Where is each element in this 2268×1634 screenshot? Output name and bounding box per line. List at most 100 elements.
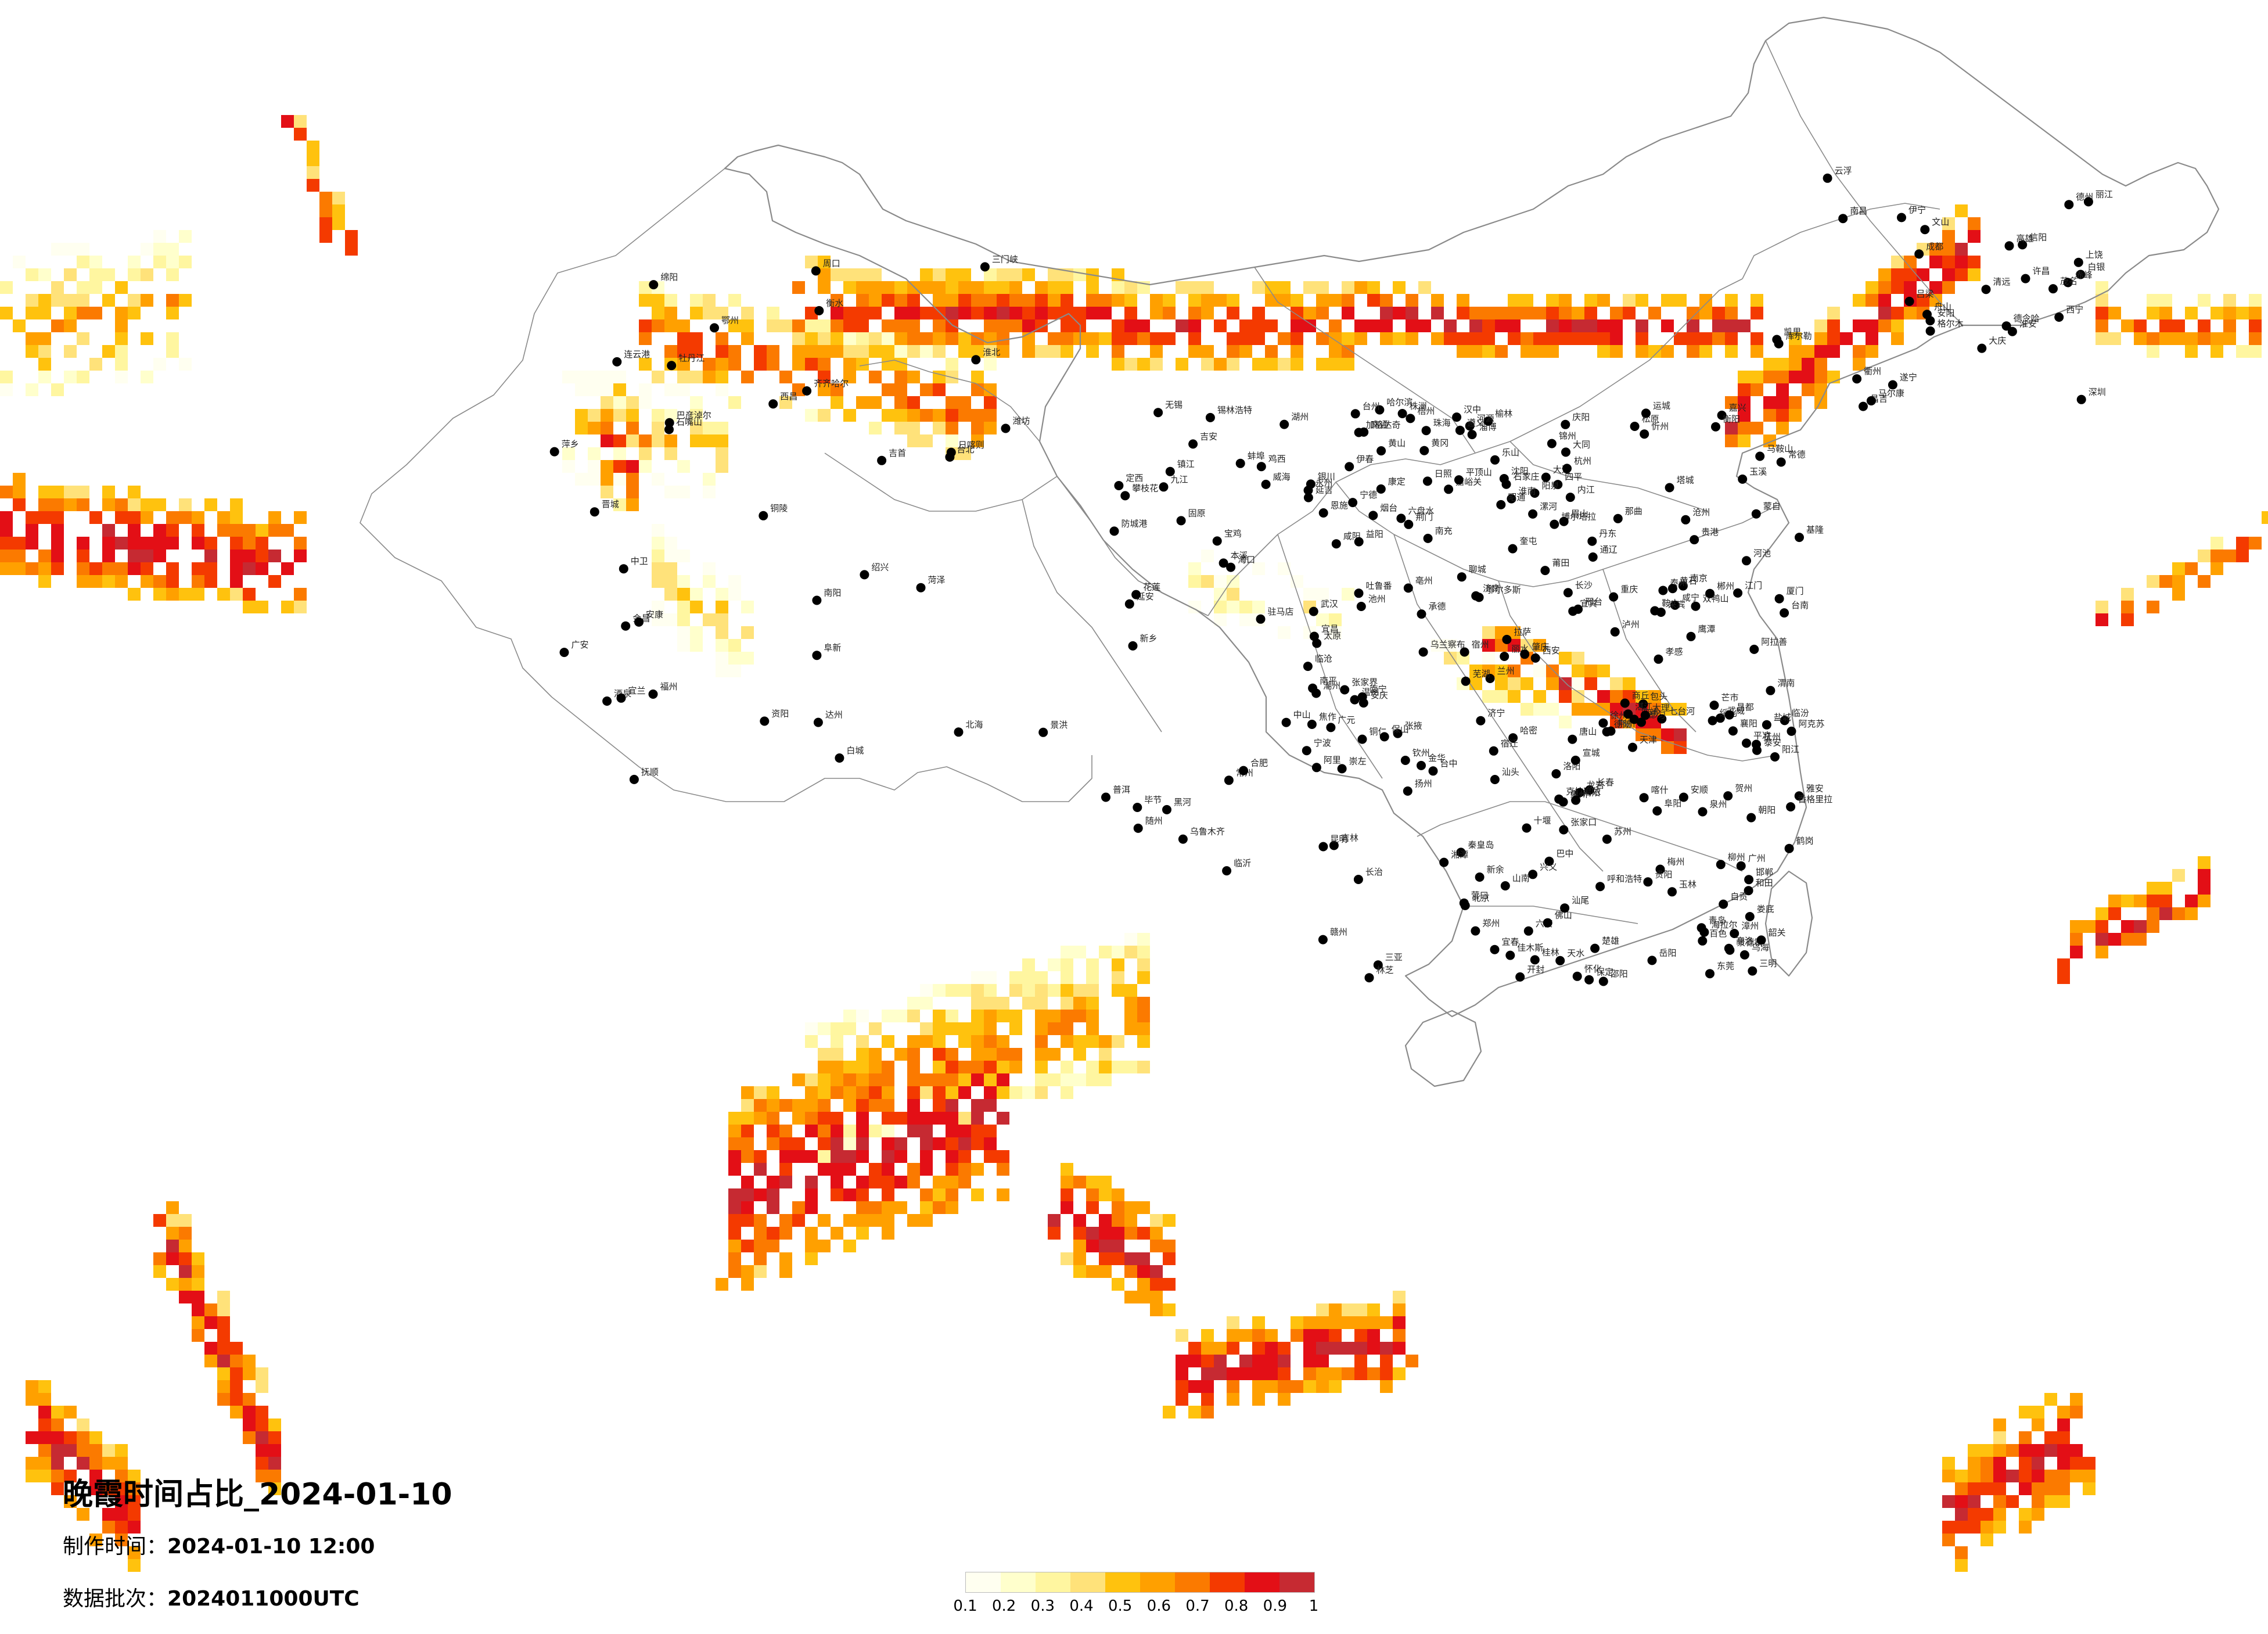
heat-cell <box>153 256 166 268</box>
heat-cell <box>1061 345 1073 358</box>
city-label: 防城港 <box>1122 518 1148 529</box>
heat-cell <box>1904 256 1917 268</box>
city-label: 资阳 <box>771 709 789 719</box>
heat-cell <box>882 358 894 371</box>
city-label: 张家口 <box>1570 817 1597 828</box>
heat-cell <box>856 1125 869 1137</box>
heat-cell <box>1674 741 1687 754</box>
heat-cell <box>690 409 703 422</box>
city-dot <box>1746 813 1756 823</box>
heat-cell <box>332 204 345 217</box>
heat-cell <box>933 332 946 345</box>
legend-tick-label: 0.7 <box>1185 1597 1210 1615</box>
heat-cell <box>38 498 51 511</box>
heat-cell <box>882 383 894 396</box>
heat-cell <box>1917 294 1929 307</box>
heat-cell <box>779 1214 792 1227</box>
heat-cell <box>1559 332 1572 345</box>
heat-cell <box>1035 1035 1048 1048</box>
city-label: 阜新 <box>824 642 841 653</box>
heat-cell <box>907 409 920 422</box>
heat-cell <box>818 1022 831 1035</box>
heat-cell <box>1393 281 1406 294</box>
heat-cell <box>1521 307 1533 319</box>
city-dot <box>710 323 719 333</box>
city-dot <box>1393 728 1403 738</box>
heat-cell <box>1227 1393 1239 1406</box>
heat-cell <box>1150 1278 1163 1291</box>
city-dot <box>1630 422 1640 431</box>
heat-cell <box>741 626 754 639</box>
city-label: 南阳 <box>824 588 841 598</box>
heat-cell <box>958 307 971 319</box>
heat-cell <box>1342 588 1354 601</box>
city-dot <box>1752 739 1761 749</box>
heat-cell <box>1942 217 1955 230</box>
heat-cell <box>831 396 843 409</box>
heat-cell <box>1086 281 1099 294</box>
city-dot <box>1568 606 1578 616</box>
heat-cell <box>1214 319 1227 332</box>
city-label: 林芝 <box>1376 965 1394 975</box>
heat-cell <box>831 1035 843 1048</box>
heat-cell <box>664 550 677 562</box>
heat-cell <box>1316 1329 1329 1342</box>
city-label: 茂名 <box>2060 276 2077 286</box>
city-label: 吉安 <box>1200 431 1217 441</box>
city-dot <box>1628 742 1637 752</box>
city-label: 德令哈 <box>2014 313 2040 324</box>
heat-cell <box>831 268 843 281</box>
city-dot <box>1302 746 1311 756</box>
city-label: 黄石 <box>1680 576 1697 586</box>
heat-cell <box>792 358 805 371</box>
heat-cell <box>728 396 741 409</box>
heat-cell <box>843 1125 856 1137</box>
city-dot <box>1730 929 1739 938</box>
heat-cell <box>690 422 703 434</box>
heat-cell <box>204 1355 217 1367</box>
heat-cell <box>179 511 192 524</box>
heat-cell <box>1981 1521 1993 1534</box>
heat-cell <box>2019 1444 2032 1457</box>
city-dot <box>1705 969 1715 979</box>
city-dot <box>1133 823 1143 833</box>
heat-cell <box>1546 332 1559 345</box>
city-label: 汉中 <box>1464 404 1481 415</box>
city-dot <box>1588 552 1598 562</box>
heat-cell <box>1776 409 1789 422</box>
heat-cell <box>1048 1022 1061 1035</box>
city-label: 湖州 <box>1291 412 1309 422</box>
city-dot <box>1708 716 1717 726</box>
city-label: 锦州 <box>1559 431 1576 441</box>
heat-cell <box>1048 958 1061 971</box>
city-label: 海拉尔 <box>1711 920 1737 930</box>
heat-cell <box>907 1073 920 1086</box>
heat-cell <box>1354 1329 1367 1342</box>
heat-cell <box>831 1188 843 1201</box>
heat-cell <box>1239 1367 1252 1380</box>
heat-cell <box>1227 601 1239 613</box>
city-label: 中卫 <box>631 556 648 566</box>
heat-cell <box>1993 1521 2006 1534</box>
heat-cell <box>818 345 831 358</box>
heat-cell <box>677 371 690 383</box>
city-label: 恩施 <box>1331 500 1348 511</box>
heat-cell <box>2019 1508 2032 1521</box>
heat-cell <box>1112 971 1124 984</box>
heat-cell <box>2070 1406 2083 1418</box>
city-dot <box>1756 935 1766 945</box>
heat-cell <box>128 1470 141 1482</box>
heat-cell <box>89 358 102 371</box>
heat-cell <box>1112 1201 1124 1214</box>
heat-cell <box>716 434 728 447</box>
heat-cell <box>1993 1418 2006 1431</box>
heat-cell <box>230 1406 243 1418</box>
heat-cell <box>907 294 920 307</box>
city-label: 景洪 <box>1050 720 1067 730</box>
heat-cell <box>26 307 38 319</box>
heat-cell <box>971 409 984 422</box>
heat-cell <box>754 1252 767 1265</box>
heat-cell <box>933 319 946 332</box>
heat-cell <box>51 486 64 498</box>
city-label: 喀什 <box>1651 785 1669 795</box>
